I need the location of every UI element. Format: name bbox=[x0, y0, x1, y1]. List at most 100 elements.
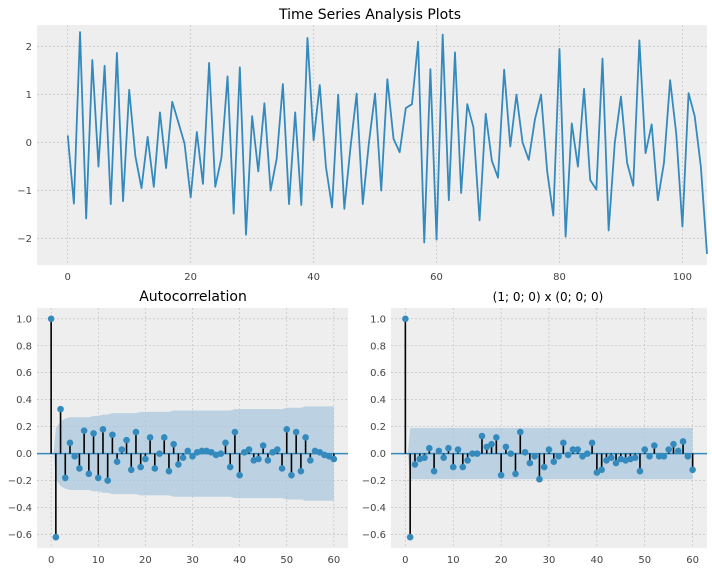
time-series-y-tick-label: −2 bbox=[17, 234, 32, 245]
acf-stem-marker bbox=[142, 455, 149, 463]
model-acf-y-tick-label: −0.2 bbox=[362, 476, 386, 487]
acf-stem-marker bbox=[302, 434, 309, 441]
model-acf-stem-marker bbox=[574, 446, 582, 453]
time-series-x-tick-label: 60 bbox=[430, 272, 443, 283]
model-acf-y-tick-label: 0.8 bbox=[370, 341, 386, 352]
acf-stem-marker bbox=[170, 440, 177, 448]
acf-stem-marker bbox=[80, 427, 88, 434]
model-acf-x-tick-label: 40 bbox=[591, 555, 604, 566]
time-series-y-tick-label: 1 bbox=[26, 90, 32, 101]
model-acf-y-tick-label: 0.6 bbox=[370, 368, 386, 379]
acf-y-tick-label: −0.6 bbox=[8, 530, 32, 541]
acf-stem-marker bbox=[85, 470, 93, 478]
model-acf-x-tick-label: 30 bbox=[543, 555, 556, 566]
acf-y-tick-label: −0.4 bbox=[8, 503, 32, 514]
model-acf-stem-marker bbox=[684, 453, 692, 460]
acf-stem-marker bbox=[259, 442, 267, 449]
model-acf-y-tick-label: 1.0 bbox=[370, 314, 386, 325]
acf-stem-marker bbox=[245, 446, 253, 453]
acf-stem-marker bbox=[175, 461, 182, 468]
acf-stem-marker bbox=[222, 439, 229, 447]
model-acf-stem-marker bbox=[674, 447, 682, 455]
model-acf-stem-marker bbox=[560, 439, 567, 447]
time-series-x-tick-label: 80 bbox=[553, 272, 566, 283]
acf-stem-marker bbox=[283, 426, 291, 433]
model-acf-stem-marker bbox=[579, 453, 586, 460]
time-series-x-tick-label: 20 bbox=[184, 272, 197, 283]
model-acf-stem-marker bbox=[651, 442, 658, 449]
model-acf-stem-marker bbox=[440, 454, 447, 461]
acf-stem-marker bbox=[151, 465, 159, 472]
model-acf-stem-marker bbox=[473, 450, 481, 457]
acf-stem-marker bbox=[292, 428, 300, 436]
model-acf-stem-marker bbox=[536, 475, 543, 483]
acf-stem-marker bbox=[198, 447, 206, 455]
acf-stem-marker bbox=[76, 465, 83, 472]
time-series-x-tick-label: 0 bbox=[65, 272, 71, 283]
acf-y-tick-label: 1.0 bbox=[16, 314, 32, 325]
acf-stem-marker bbox=[109, 431, 116, 439]
acf-stem-marker bbox=[57, 405, 64, 413]
model-acf-title: (1; 0; 0) x (0; 0; 0) bbox=[493, 290, 604, 304]
model-acf-y-tick-label: 0.2 bbox=[370, 422, 386, 433]
acf-stem-marker bbox=[165, 467, 173, 475]
model-acf-stem-marker bbox=[402, 315, 409, 323]
model-acf-y-tick-label: −0.6 bbox=[362, 530, 386, 541]
time-series-x-tick-label: 100 bbox=[673, 272, 692, 283]
model-acf-stem-marker bbox=[454, 446, 462, 453]
acf-y-tick-label: 0.0 bbox=[16, 449, 32, 460]
acf-x-tick-label: 50 bbox=[280, 555, 293, 566]
model-acf-stem-marker bbox=[526, 459, 534, 467]
acf-stem-marker bbox=[156, 450, 163, 457]
model-acf-stem-marker bbox=[670, 440, 677, 448]
acf-stem-marker bbox=[189, 453, 196, 460]
acf-y-tick-label: 0.4 bbox=[16, 395, 32, 406]
model-acf-stem-marker bbox=[445, 444, 452, 452]
model-acf-x-tick-label: 20 bbox=[495, 555, 508, 566]
model-acf-stem-marker bbox=[636, 467, 644, 475]
acf-stem-marker bbox=[288, 471, 295, 479]
model-acf-stem-marker bbox=[641, 446, 649, 453]
acf-stem-marker bbox=[255, 455, 262, 463]
model-acf-stem-marker bbox=[493, 434, 500, 441]
acf-stem-marker bbox=[146, 434, 154, 441]
model-acf-stem-marker bbox=[488, 440, 495, 448]
acf-y-tick-label: −0.2 bbox=[8, 476, 32, 487]
acf-stem-marker bbox=[307, 457, 314, 464]
model-acf-stem-marker bbox=[545, 446, 553, 453]
acf-stem-marker bbox=[66, 439, 74, 447]
acf-stem-marker bbox=[132, 428, 140, 436]
model-acf-y-tick-label: 0.4 bbox=[370, 395, 386, 406]
model-acf-stem-marker bbox=[612, 459, 620, 467]
acf-stem-marker bbox=[61, 474, 69, 482]
acf-stem-marker bbox=[217, 450, 225, 457]
model-acf-stem-marker bbox=[512, 470, 519, 478]
model-acf-stem-marker bbox=[421, 454, 428, 461]
model-acf-stem-marker bbox=[459, 463, 467, 471]
time-series-y-tick-label: −1 bbox=[17, 186, 32, 197]
model-acf-stem-marker bbox=[655, 453, 663, 460]
model-acf-stem-marker bbox=[449, 463, 457, 471]
model-acf-stem-marker bbox=[679, 438, 687, 445]
model-acf-stem-marker bbox=[603, 457, 610, 464]
acf-panel: Autocorrelation 0 10 20 30 40 50 60 −0.6 −0.4 −0.… bbox=[8, 289, 348, 566]
acf-stem-marker bbox=[104, 477, 111, 484]
acf-stem-marker bbox=[52, 533, 60, 541]
model-acf-stem-marker bbox=[598, 466, 605, 474]
time-series-series-line bbox=[66, 31, 708, 255]
model-acf-stem-marker bbox=[469, 450, 476, 457]
acf-stem-marker bbox=[137, 463, 144, 471]
model-acf-stem-marker bbox=[430, 467, 438, 475]
model-acf-stem-marker bbox=[531, 453, 538, 460]
model-acf-y-tick-label: −0.4 bbox=[362, 503, 386, 514]
acf-stem-marker bbox=[123, 436, 130, 444]
acf-stem-marker bbox=[226, 463, 234, 471]
model-acf-stem-marker bbox=[497, 471, 505, 479]
acf-stem-marker bbox=[99, 426, 107, 433]
model-acf-stem-marker bbox=[411, 461, 419, 468]
model-acf-stem-marker bbox=[646, 453, 653, 460]
acf-x-tick-label: 10 bbox=[92, 555, 105, 566]
acf-y-tick-label: 0.6 bbox=[16, 368, 32, 379]
acf-stem-marker bbox=[231, 428, 239, 436]
